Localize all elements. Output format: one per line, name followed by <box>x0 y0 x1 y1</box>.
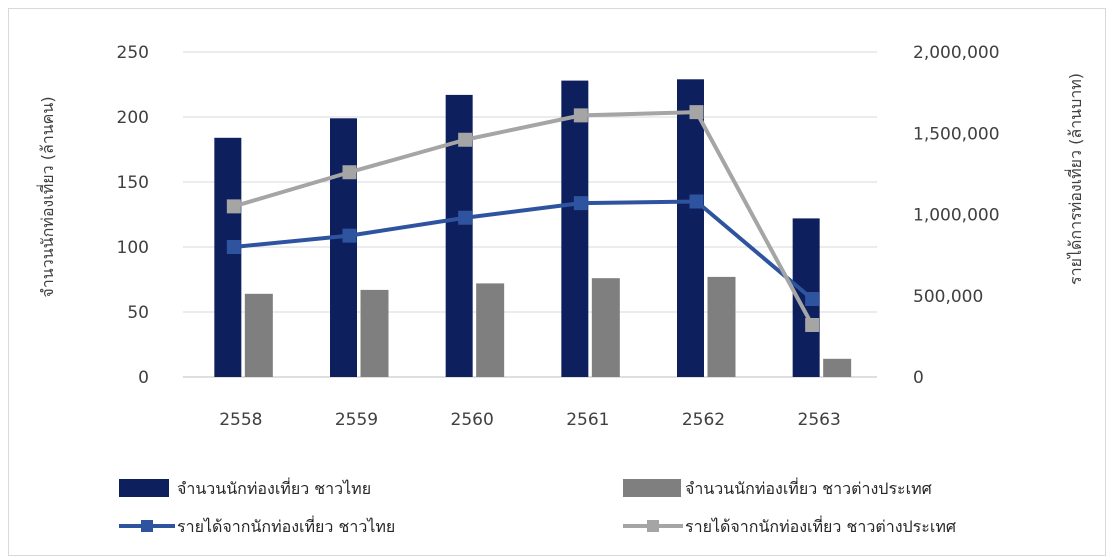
line-series <box>226 105 820 332</box>
chart-frame: 0 50 100 150 200 250 0 500,000 1,000,000 1,500,0… <box>8 8 1106 556</box>
point-thai-revenue <box>805 292 820 306</box>
x-tick-label: 2562 <box>682 410 725 430</box>
point-thai-revenue <box>458 210 473 225</box>
legend-label-foreign-visitors: จำนวนนักท่องเที่ยว ชาวต่างประเทศ <box>685 477 932 498</box>
bar-thai-visitors <box>677 79 704 378</box>
point-thai-revenue <box>226 240 241 254</box>
bar-foreign-visitors <box>707 276 736 377</box>
left-tick-label: 0 <box>138 368 149 388</box>
bar-foreign-visitors <box>360 289 389 377</box>
legend-swatch-thai-visitors <box>119 479 169 497</box>
point-thai-revenue <box>689 194 704 209</box>
legend-swatch-foreign-visitors <box>623 479 681 497</box>
right-axis-title: รายได้การท่องเที่ยว (ล้านบาท) <box>1064 73 1085 285</box>
left-tick-label: 50 <box>127 303 149 323</box>
combo-chart: 0 50 100 150 200 250 0 500,000 1,000,000 1,500,0… <box>36 43 1085 536</box>
left-axis-ticks: 0 50 100 150 200 250 <box>117 43 149 388</box>
point-foreign-revenue <box>805 318 820 332</box>
right-axis-ticks: 0 500,000 1,000,000 1,500,000 2,000,000 <box>913 43 1000 388</box>
bar-foreign-visitors <box>244 293 273 377</box>
legend-label-thai-visitors: จำนวนนักท่องเที่ยว ชาวไทย <box>177 477 371 498</box>
right-tick-label: 0 <box>913 368 924 388</box>
legend-label-thai-revenue: รายได้จากนักท่องเที่ยว ชาวไทย <box>177 515 395 536</box>
right-tick-label: 500,000 <box>913 287 983 307</box>
point-foreign-revenue <box>458 132 473 147</box>
line-thai-revenue <box>233 199 814 301</box>
x-tick-label: 2560 <box>451 410 494 430</box>
left-tick-label: 250 <box>117 43 149 63</box>
right-tick-label: 1,500,000 <box>913 124 1000 144</box>
point-thai-revenue <box>573 196 588 211</box>
x-axis-ticks: 2558 2559 2560 2561 2562 2563 <box>219 410 841 430</box>
bar-foreign-visitors <box>823 358 852 377</box>
bar-thai-visitors <box>214 137 242 377</box>
left-tick-label: 150 <box>117 173 149 193</box>
point-thai-revenue <box>342 228 357 243</box>
x-tick-label: 2558 <box>219 410 262 430</box>
bar-foreign-visitors <box>476 283 505 377</box>
legend-label-foreign-revenue: รายได้จากนักท่องเที่ยว ชาวต่างประเทศ <box>685 515 956 536</box>
x-tick-label: 2559 <box>335 410 378 430</box>
point-foreign-revenue <box>342 165 357 180</box>
right-tick-label: 1,000,000 <box>913 206 1000 226</box>
left-axis-title: จำนวนนักท่องเที่ยว (ล้านคน) <box>36 96 57 297</box>
right-tick-label: 2,000,000 <box>913 43 1000 63</box>
x-tick-label: 2563 <box>798 410 841 430</box>
left-tick-label: 100 <box>117 238 149 258</box>
point-foreign-revenue <box>226 199 241 214</box>
point-foreign-revenue <box>689 105 704 120</box>
point-foreign-revenue <box>573 108 588 123</box>
bar-thai-visitors <box>561 80 589 377</box>
bar-thai-visitors <box>330 118 357 378</box>
line-foreign-revenue <box>233 110 814 326</box>
legend: จำนวนนักท่องเที่ยว ชาวไทย จำนวนนักท่องเท… <box>119 477 956 536</box>
gridlines <box>183 51 877 378</box>
bar-foreign-visitors <box>591 278 620 377</box>
legend-marker-foreign-revenue <box>647 520 659 532</box>
left-tick-label: 200 <box>117 108 149 128</box>
x-tick-label: 2561 <box>566 410 609 430</box>
legend-marker-thai-revenue <box>141 520 153 532</box>
bar-series <box>214 79 852 378</box>
